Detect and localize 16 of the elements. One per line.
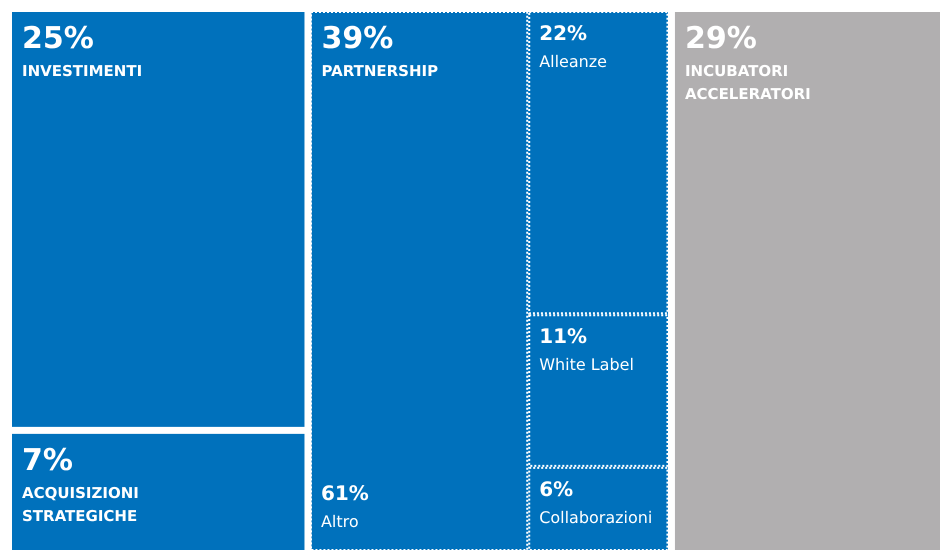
category-label: PARTNERSHIP [321,62,438,80]
data-label: 39% [321,21,394,56]
category-label: Alleanze [540,52,608,72]
data-label: 29% [684,21,757,56]
category-label: Collaborazioni [540,508,653,527]
category-label: INVESTIMENTI [22,62,142,80]
data-label: 25% [22,21,94,56]
data-label: 11% [540,324,588,348]
category-label: INCUBATORI ACCELERATORI [684,62,811,103]
data-label: 22% [540,21,588,46]
data-label: 61% [321,480,370,505]
data-label: 6% [540,476,574,501]
category-label: ACQUISIZIONI STRATEGICHE [22,484,139,525]
category-label: White Label [540,355,634,374]
data-label: 7% [22,442,73,478]
category-label: Altro [321,512,360,531]
